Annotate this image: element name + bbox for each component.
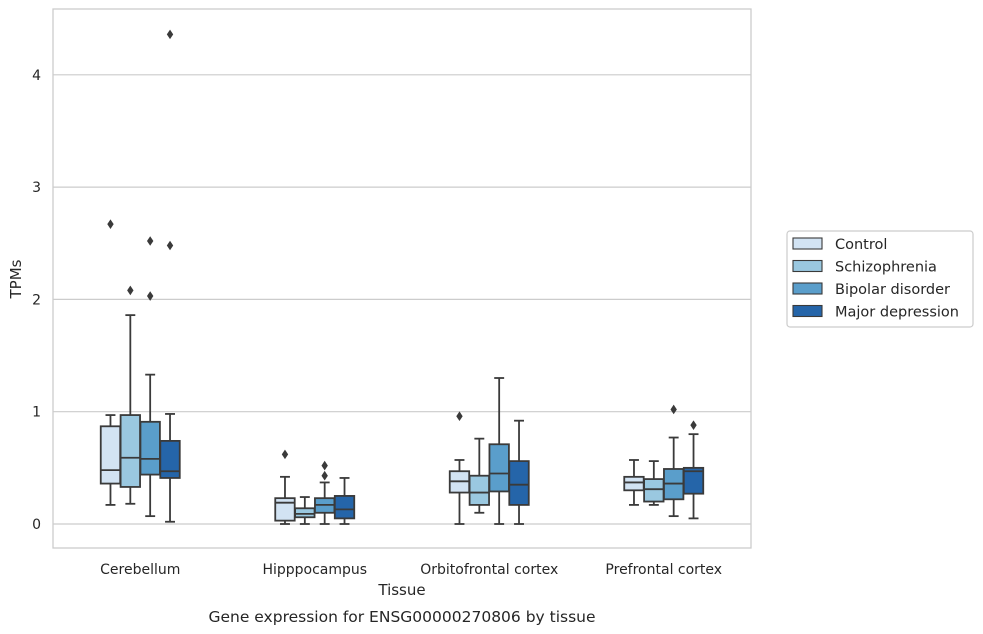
chart-caption: Gene expression for ENSG00000270806 by t… [208, 608, 595, 626]
outlier-point [146, 236, 154, 246]
box-major-depression-3 [682, 420, 705, 520]
box-schizophrenia-2 [468, 437, 490, 514]
x-tick-label: Cerebellum [100, 562, 180, 578]
legend-frame [786, 230, 974, 328]
box-control-3 [623, 459, 645, 506]
legend-swatch [792, 282, 823, 295]
y-tick-label: 2 [32, 292, 41, 308]
outlier-point [107, 219, 114, 229]
legend: Control Schizophrenia Bipolar disorder Majo… [786, 230, 974, 328]
outlier-point [146, 291, 154, 301]
y-tick-label: 0 [32, 517, 41, 533]
box-control-1 [274, 449, 296, 525]
box-body [99, 425, 122, 485]
box-control-2 [448, 411, 471, 525]
outlier-point [456, 411, 463, 421]
plot-frame [52, 8, 752, 549]
box-body [333, 495, 356, 520]
box-body [274, 497, 296, 522]
box-body [294, 507, 316, 519]
box-major-depression-0 [159, 29, 181, 523]
legend-label: Control [835, 237, 887, 253]
box-bipolar-disorder-0 [139, 236, 161, 518]
box-schizophrenia-1 [294, 496, 316, 525]
outlier-point [321, 460, 328, 471]
x-axis-label: Tissue [377, 581, 425, 599]
box-body [468, 474, 490, 506]
y-tick-label: 3 [32, 180, 41, 196]
x-tick-label: Orbitofrontal cortex [420, 562, 558, 578]
legend-swatch [792, 304, 823, 318]
y-tick-label: 4 [32, 68, 41, 84]
legend-swatch [792, 259, 823, 273]
box-body [139, 420, 161, 476]
box-bipolar-disorder-1 [314, 460, 336, 525]
box-body [159, 439, 181, 479]
outlier-point [166, 29, 174, 40]
outlier-point [127, 285, 134, 296]
box-schizophrenia-3 [643, 460, 665, 506]
box-body [682, 466, 705, 495]
outlier-point [281, 449, 289, 460]
box-major-depression-1 [333, 477, 356, 525]
y-axis-label: TPMs [7, 259, 25, 299]
legend-swatch [792, 237, 823, 250]
x-tick-label: Prefrontal cortex [605, 562, 722, 578]
box-major-depression-2 [508, 419, 530, 525]
x-tick-labels: Cerebellum Hipppocampus Orbitofrontal cort… [100, 562, 722, 578]
legend-label: Bipolar disorder [835, 282, 950, 298]
box-body [643, 478, 665, 503]
outlier-point [690, 420, 697, 430]
box-control-0 [99, 219, 122, 506]
grid-lines [53, 74, 751, 525]
box-bipolar-disorder-3 [663, 404, 685, 518]
outlier-point [321, 470, 328, 481]
x-tick-label: Hipppocampus [262, 562, 367, 578]
y-tick-label: 1 [32, 405, 41, 421]
plot-border [52, 8, 752, 549]
legend-label: Schizophrenia [835, 260, 937, 276]
legend-label: Major depression [835, 305, 959, 321]
box-body [119, 414, 141, 488]
box-schizophrenia-0 [119, 285, 141, 505]
box-bipolar-disorder-2 [488, 377, 510, 525]
outlier-point [670, 404, 677, 415]
outlier-point [166, 240, 174, 251]
box-body [508, 460, 530, 506]
y-tick-labels: 0 1 2 3 4 [32, 68, 41, 533]
box-body [488, 443, 510, 493]
box-plots [99, 29, 705, 525]
box-body [623, 475, 645, 492]
